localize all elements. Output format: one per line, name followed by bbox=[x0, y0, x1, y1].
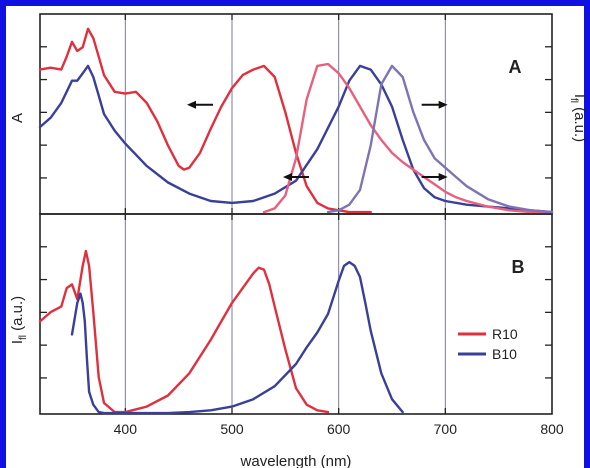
panel-a-label: A bbox=[509, 57, 522, 77]
x-tick-label: 500 bbox=[220, 421, 244, 437]
panel-a-ylabel-right: Ifl (a.u.) bbox=[568, 94, 588, 142]
series-line-b10-absorption bbox=[38, 64, 554, 214]
panel-a-ticks bbox=[40, 14, 552, 214]
series-line-r10 bbox=[38, 249, 330, 414]
x-tick-label: 600 bbox=[327, 421, 351, 437]
x-axis-label: wavelength (nm) bbox=[240, 453, 352, 468]
panel-a-arrows bbox=[187, 100, 448, 181]
x-tick-label: 700 bbox=[434, 421, 458, 437]
panel-b: 400 500 600 700 800 B Ifl (a.u.) wavelength … bbox=[9, 213, 564, 468]
series-line-b10-emission bbox=[326, 64, 554, 214]
arrow-head bbox=[438, 100, 448, 109]
x-tick-labels: 400 500 600 700 800 bbox=[114, 421, 564, 437]
panel-a-ylabel-left: A bbox=[9, 113, 26, 123]
panel-b-ticks bbox=[40, 214, 552, 414]
series-line-b10 bbox=[70, 260, 404, 415]
legend-label-b10: B10 bbox=[492, 346, 517, 362]
panel-b-ylabel-left: Ifl (a.u.) bbox=[9, 296, 29, 344]
arrow-head bbox=[187, 100, 196, 109]
series-line-r10-absorption bbox=[38, 27, 372, 214]
panel-a-series bbox=[38, 27, 554, 215]
x-tick-label: 400 bbox=[114, 421, 138, 437]
panel-a-frame bbox=[39, 13, 553, 215]
panel-a: A A Ifl (a.u.) bbox=[9, 13, 588, 215]
legend: R10 B10 bbox=[458, 326, 518, 362]
arrow-head bbox=[438, 172, 448, 181]
panel-b-series bbox=[38, 249, 404, 415]
panel-a-grid bbox=[124, 14, 446, 214]
legend-label-r10: R10 bbox=[492, 326, 518, 342]
x-tick-label: 800 bbox=[540, 421, 564, 437]
panel-b-label: B bbox=[512, 257, 525, 277]
arrow-head bbox=[283, 172, 292, 181]
series-line-r10-emission bbox=[262, 62, 554, 215]
panel-b-frame bbox=[39, 213, 553, 415]
panel-b-grid bbox=[124, 214, 446, 414]
